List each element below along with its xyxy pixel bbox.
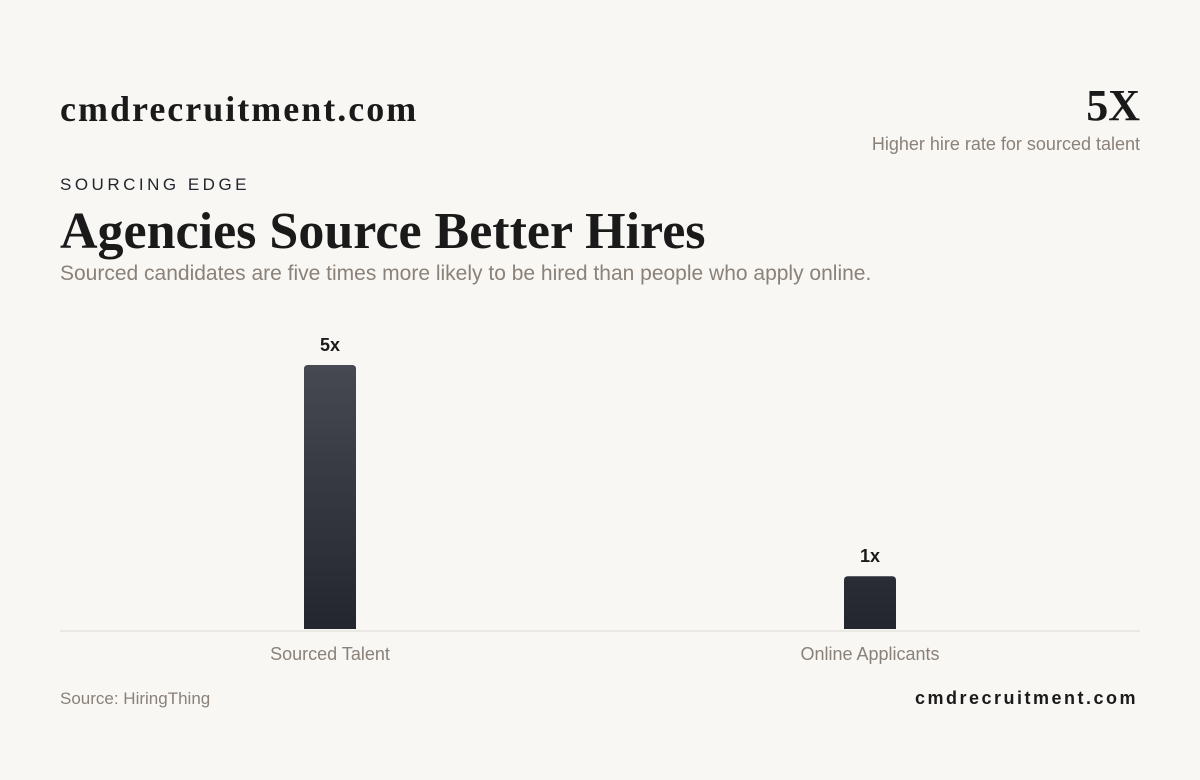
stat-caption: Higher hire rate for sourced talent: [872, 134, 1140, 154]
kicker: SOURCING EDGE: [60, 175, 250, 194]
value-label: 5x: [320, 335, 340, 355]
x-tick-label: Sourced Talent: [270, 644, 390, 664]
stat: 5X: [1086, 81, 1140, 130]
source: Source: HiringThing: [60, 689, 210, 708]
bar: [844, 576, 896, 629]
footer-brand: cmdrecruitment.com: [915, 688, 1138, 708]
brand: cmdrecruitment.com: [60, 89, 418, 129]
value-label: 1x: [860, 546, 880, 566]
chart-subtitle: Sourced candidates are five times more l…: [60, 262, 871, 285]
x-tick-label: Online Applicants: [800, 644, 939, 664]
chart-title: Agencies Source Better Hires: [60, 203, 706, 260]
bar: [304, 365, 356, 629]
